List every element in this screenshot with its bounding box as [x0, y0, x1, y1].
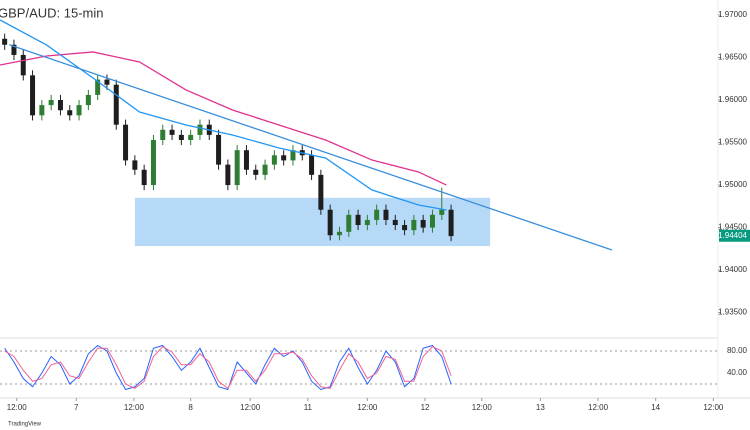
candle-body [123, 124, 129, 161]
candle-body [132, 160, 138, 170]
candle-body [150, 139, 156, 186]
candle-body [346, 214, 352, 232]
y-tick-label: 1.95500 [718, 138, 747, 147]
x-tick-label: 12:00 [703, 403, 724, 412]
overlay-line [0, 19, 447, 211]
candle-body [67, 110, 73, 116]
last-price-tag [719, 229, 750, 242]
candle-body [2, 38, 8, 45]
candle-layer [2, 33, 454, 242]
y-tick-label: 1.94000 [718, 265, 747, 274]
last-price-label: 1.94404 [718, 231, 747, 240]
candle-body [411, 219, 417, 231]
candle-body [95, 79, 101, 95]
line-layer [0, 19, 613, 251]
candle-body [364, 219, 370, 226]
candle-body [262, 164, 268, 175]
candle-body [374, 209, 380, 220]
x-tick-label: 12:00 [7, 403, 28, 412]
candle-body [160, 129, 166, 140]
candle-body [188, 134, 194, 140]
candle-body [253, 169, 259, 175]
candle-body [85, 94, 91, 106]
x-tick-label: 12:00 [357, 403, 378, 412]
x-tick-label: 8 [188, 403, 193, 412]
candle-body [355, 214, 361, 226]
candle-body [30, 75, 36, 116]
y-tick-label: 1.96000 [718, 95, 747, 104]
candle-body [439, 209, 445, 215]
candle-body [141, 169, 147, 186]
oscillator-layer: 80.00 40.00 [0, 344, 748, 391]
x-tick-label: 11 [304, 403, 313, 412]
candle-body [197, 124, 203, 135]
overlay-line [0, 51, 447, 186]
candle-body [48, 100, 54, 106]
y-tick-label: 1.97000 [718, 10, 747, 19]
support-zone [134, 197, 491, 247]
osc-tick-label: 40.00 [727, 368, 748, 377]
candle-body [243, 150, 249, 170]
y-tick-label: 1.93500 [718, 308, 747, 317]
candle-body [336, 231, 342, 236]
candle-body [318, 174, 324, 210]
y-tick-label: 1.96500 [718, 53, 747, 62]
candle-body [383, 209, 389, 220]
watermark: TradingView [8, 422, 42, 428]
candle-body [429, 214, 435, 228]
candle-body [234, 150, 240, 186]
candle-body [225, 164, 231, 186]
x-tick-label: 12:00 [240, 403, 261, 412]
candle-body [309, 155, 315, 175]
candle-body [216, 134, 222, 165]
overlay-line [9, 44, 613, 251]
candle-body [20, 54, 26, 76]
chart-title: GBP/AUD: 15-min [0, 5, 103, 20]
x-tick-label: 7 [74, 403, 79, 412]
candle-body [57, 100, 63, 111]
axis-layer: 1.97000 1.96500 1.96000 1.95500 1.95000 1.945… [7, 10, 750, 412]
zone-layer [134, 197, 491, 247]
x-tick-label: 12:00 [588, 403, 609, 412]
candle-body [178, 134, 184, 140]
candle-body [113, 84, 119, 125]
osc-tick-label: 80.00 [727, 346, 748, 355]
candle-body [281, 155, 287, 161]
osc-line [4, 345, 452, 390]
candle-body [104, 79, 110, 85]
candle-body [448, 209, 454, 237]
candle-body [76, 105, 82, 116]
candle-body [392, 219, 398, 226]
candle-body [402, 225, 408, 231]
candle-body [39, 105, 45, 116]
candle-body [327, 209, 333, 236]
y-tick-label: 1.95000 [718, 180, 747, 189]
osc-line [4, 344, 452, 391]
x-tick-label: 13 [536, 403, 545, 412]
y-tick-label: 1.94500 [718, 223, 747, 232]
x-tick-label: 12:00 [472, 403, 493, 412]
candle-body [271, 155, 277, 165]
candle-body [169, 129, 175, 135]
candle-body [290, 150, 296, 161]
candle-body [11, 44, 17, 55]
x-tick-label: 14 [651, 403, 660, 412]
x-tick-label: 12:00 [124, 403, 145, 412]
x-tick-label: 12 [421, 403, 430, 412]
candle-body [420, 219, 426, 228]
